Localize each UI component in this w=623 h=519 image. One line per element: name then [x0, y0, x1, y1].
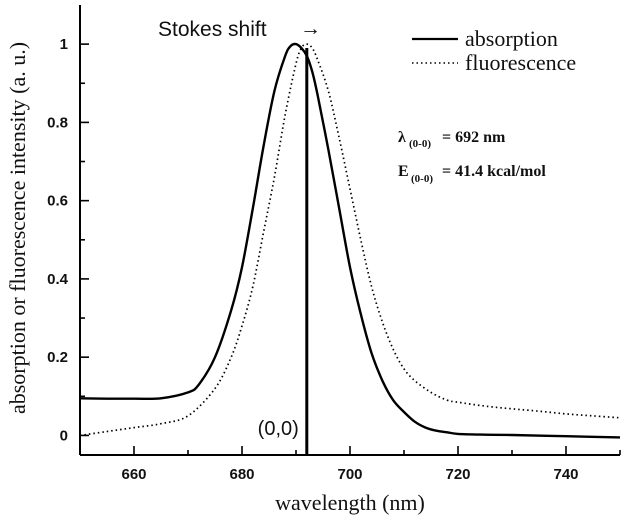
x-tick-label-740: 740 — [553, 466, 578, 483]
series-group — [79, 42, 621, 439]
legend: absorption fluorescence — [412, 26, 576, 75]
energy-annotation: λ (0-0) = 692 nm E (0-0) = 41.4 kcal/mol — [398, 129, 546, 185]
energy-subscript: (0-0) — [411, 173, 433, 185]
series-line-fluorescence — [79, 43, 621, 437]
stokes-shift-arrow: → — [300, 17, 321, 40]
x-tick-label-720: 720 — [445, 466, 470, 483]
lambda-symbol: λ — [398, 129, 406, 146]
stokes-shift-label: Stokes shift — [158, 18, 267, 41]
legend-fluorescence-label: fluorescence — [465, 50, 576, 75]
y-tick-label-2: 0.4 — [47, 271, 69, 288]
series-line-absorption — [79, 42, 621, 439]
y-tick-label-0: 0 — [60, 427, 68, 444]
x-tick-label-700: 700 — [337, 466, 362, 483]
y-tick-label-5: 1 — [60, 36, 68, 53]
zero-zero-label: (0,0) — [258, 418, 299, 440]
y-tick-label-3: 0.6 — [47, 193, 68, 210]
y-ticks: 0 0.2 0.4 0.6 0.8 1 — [47, 36, 89, 444]
energy-symbol: E — [398, 163, 409, 180]
y-tick-label-1: 0.2 — [47, 349, 68, 366]
lambda-subscript: (0-0) — [409, 138, 431, 150]
y-axis-title: absorption or fluorescence intensity (a.… — [5, 42, 30, 414]
energy-value: = 41.4 kcal/mol — [442, 163, 546, 180]
x-ticks: 660 680 700 720 740 — [79, 446, 621, 483]
lambda-value: = 692 nm — [442, 129, 506, 146]
x-tick-label-660: 660 — [121, 466, 146, 483]
y-tick-label-4: 0.8 — [47, 114, 68, 131]
legend-absorption-label: absorption — [465, 26, 558, 51]
x-axis-title: wavelength (nm) — [275, 490, 425, 515]
x-tick-label-680: 680 — [229, 466, 254, 483]
